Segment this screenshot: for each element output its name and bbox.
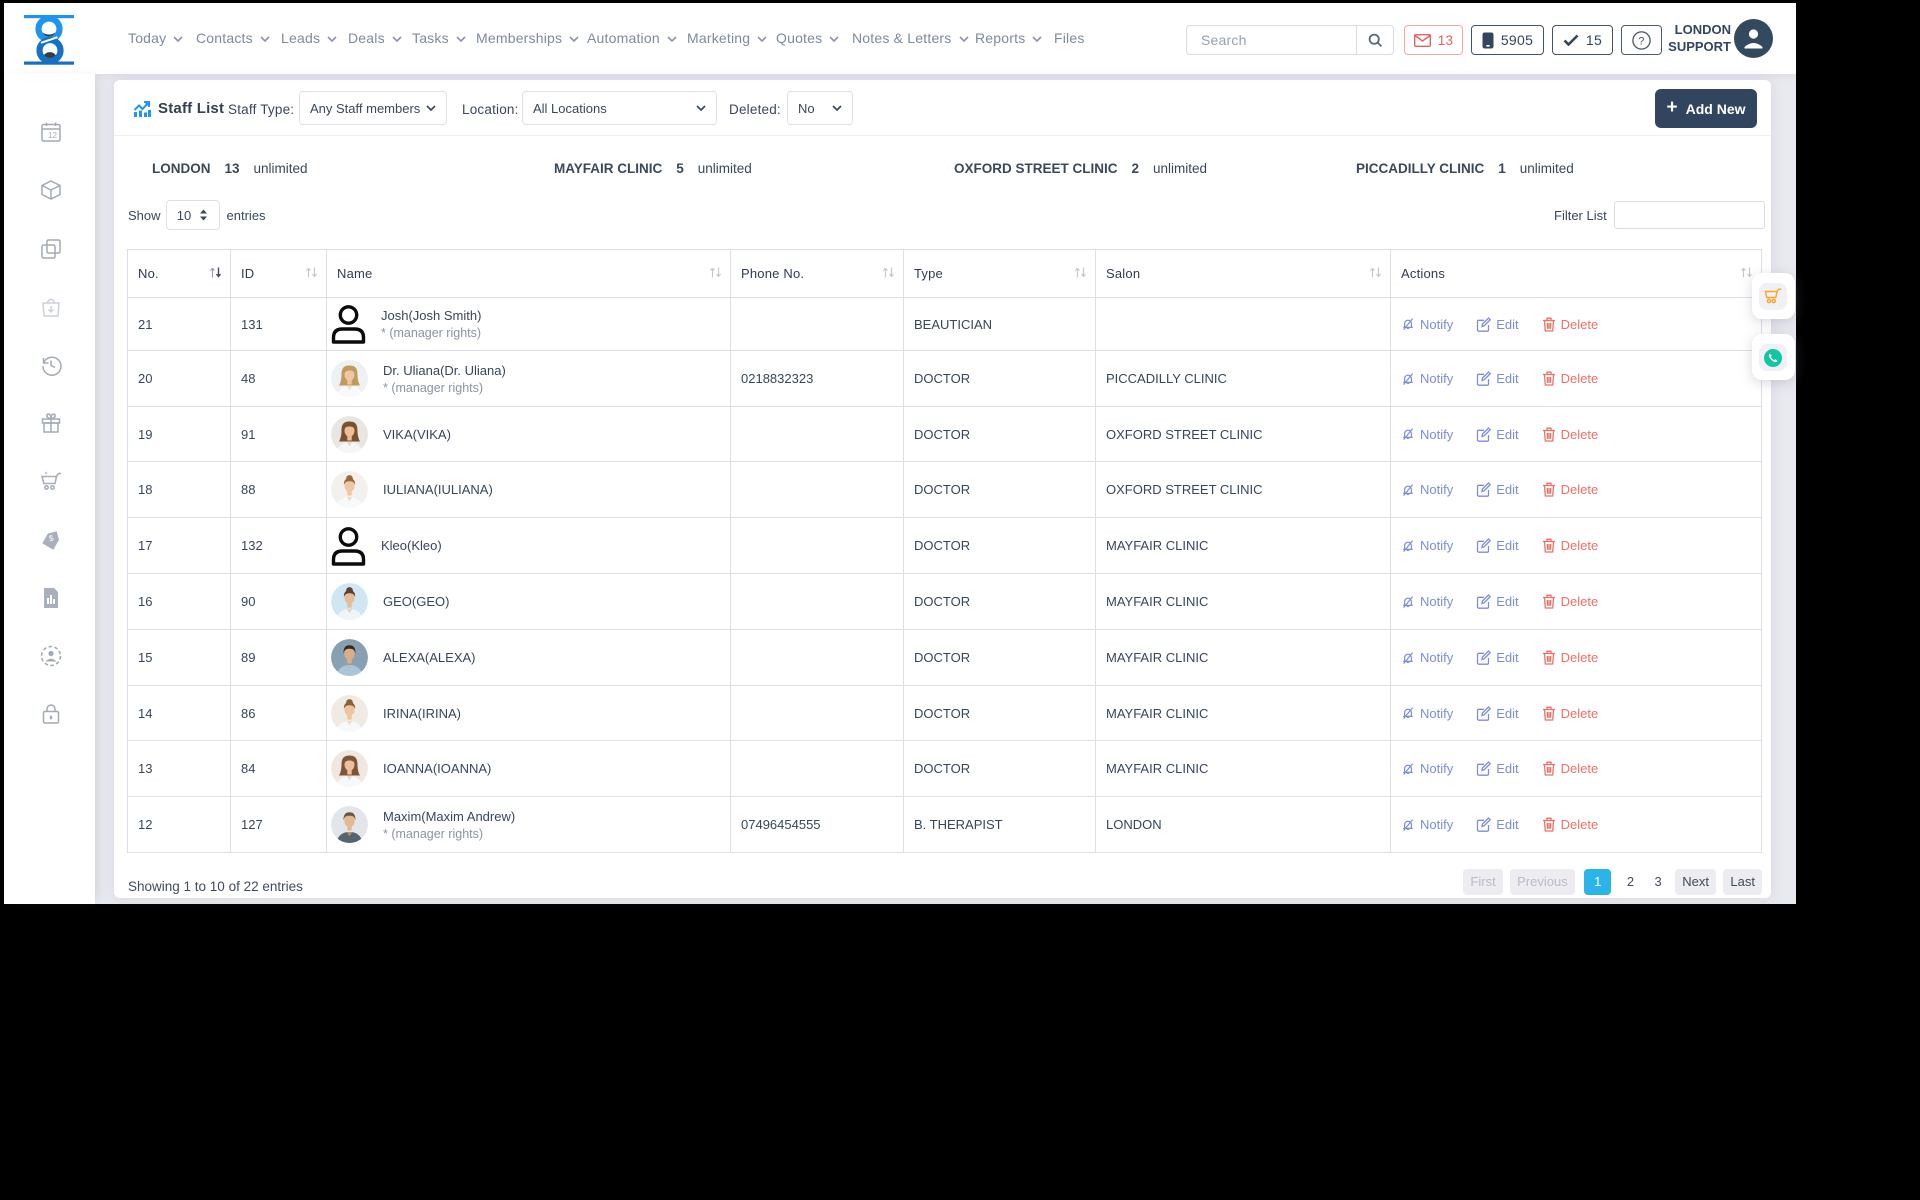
svg-text:12: 12 [48, 131, 57, 140]
svg-text:?: ? [1638, 35, 1644, 47]
svg-text:$: $ [48, 533, 55, 543]
